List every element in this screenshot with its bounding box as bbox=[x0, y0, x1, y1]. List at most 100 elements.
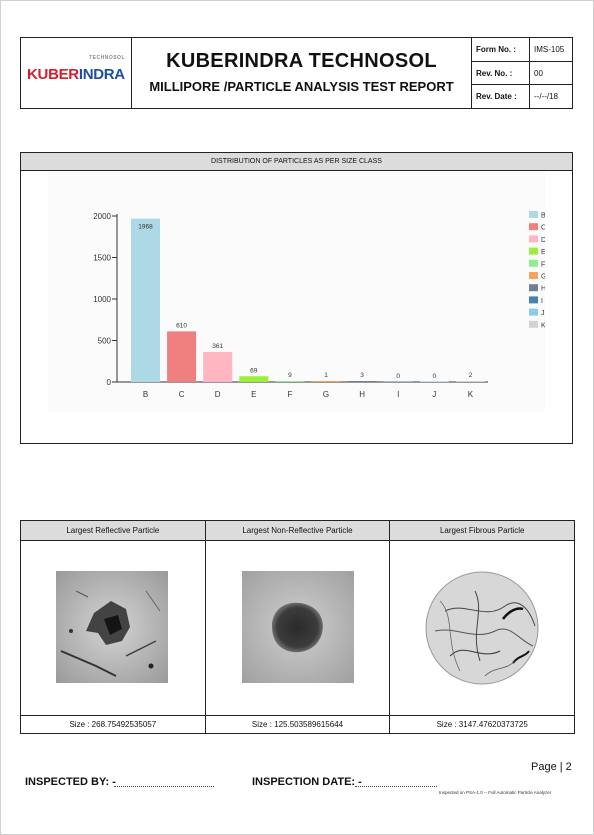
nonreflective-particle-cell bbox=[205, 541, 390, 716]
bar-G bbox=[311, 381, 341, 382]
distribution-panel: DISTRIBUTION OF PARTICLES AS PER SIZE CL… bbox=[20, 152, 573, 444]
data-label-D: 361 bbox=[212, 343, 223, 350]
bar-H bbox=[347, 381, 377, 382]
distribution-panel-title: DISTRIBUTION OF PARTICLES AS PER SIZE CL… bbox=[21, 153, 572, 171]
form-no-row: Form No. : IMS-105 bbox=[472, 38, 572, 62]
company-logo: TECHNOSOL KUBERINDRA bbox=[21, 38, 132, 108]
page-number: Page | 2 bbox=[531, 761, 572, 773]
data-label-I: 0 bbox=[396, 373, 400, 380]
logo-subtitle: TECHNOSOL bbox=[89, 55, 125, 61]
reflective-particle-column: Largest Reflective Particle bbox=[21, 521, 206, 733]
data-label-F: 9 bbox=[288, 372, 292, 379]
reflective-particle-image bbox=[56, 571, 168, 683]
category-label-B: B bbox=[143, 390, 148, 399]
category-label-D: D bbox=[215, 390, 221, 399]
fibrous-particle-column: Largest Fibrous Particle Size : 3147.476… bbox=[390, 521, 575, 733]
legend-label-I: I bbox=[541, 298, 543, 305]
reflective-particle-cell bbox=[21, 541, 205, 716]
data-label-H: 3 bbox=[360, 372, 364, 379]
fibrous-particle-cell bbox=[390, 541, 575, 716]
data-label-C: 610 bbox=[176, 322, 187, 329]
bar-chart: 2000 1500 1000 500 0 1968 B 610 C 361 D 69 E 9 F 1 G 3 H 0 I… bbox=[93, 211, 545, 399]
bar-K bbox=[455, 381, 485, 382]
form-no-value: IMS-105 bbox=[534, 44, 565, 54]
legend-label-J: J bbox=[541, 310, 545, 317]
legend-swatch-E bbox=[529, 247, 538, 255]
y-tick-label: 1000 bbox=[93, 295, 111, 304]
legend-swatch-G bbox=[529, 272, 538, 279]
rev-no-label: Rev. No. : bbox=[472, 61, 530, 85]
legend-label-C: C bbox=[541, 225, 545, 232]
legend-swatch-H bbox=[529, 284, 538, 292]
y-tick-label: 500 bbox=[98, 337, 112, 346]
bar-I bbox=[383, 381, 413, 382]
rev-date-label: Rev. Date : bbox=[472, 85, 530, 109]
legend-label-D: D bbox=[541, 237, 545, 244]
y-tick-label: 1500 bbox=[93, 254, 111, 263]
analyzer-note: Inspected on PSA-1.0 -- Full Automatic P… bbox=[439, 790, 552, 795]
legend-label-B: B bbox=[541, 213, 545, 220]
legend-swatch-B bbox=[529, 211, 538, 218]
company-name: KUBERINDRA TECHNOSOL bbox=[166, 50, 437, 72]
document-meta: Form No. : IMS-105 Rev. No. : 00 Rev. Da… bbox=[472, 38, 572, 109]
form-no-label: Form No. : bbox=[472, 38, 530, 61]
bar-C bbox=[167, 331, 197, 382]
inspected-by-label: INSPECTED BY: - bbox=[25, 776, 116, 788]
legend-swatch-F bbox=[529, 259, 538, 267]
data-label-K: 2 bbox=[469, 372, 473, 379]
bar-J bbox=[419, 381, 449, 382]
data-label-G: 1 bbox=[324, 372, 328, 379]
data-label-J: 0 bbox=[432, 373, 436, 380]
chart-area: 2000 1500 1000 500 0 1968 B 610 C 361 D 69 E 9 F 1 G 3 H 0 I… bbox=[48, 171, 545, 412]
title-cell: KUBERINDRA TECHNOSOL MILLIPORE /PARTICLE… bbox=[132, 38, 472, 108]
rev-no-row: Rev. No. : 00 bbox=[472, 61, 572, 86]
category-label-J: J bbox=[432, 390, 436, 399]
legend-label-E: E bbox=[541, 249, 545, 256]
category-label-G: G bbox=[323, 390, 329, 399]
category-label-I: I bbox=[397, 390, 399, 399]
fibrous-particle-header: Largest Fibrous Particle bbox=[390, 521, 575, 541]
rev-date-row: Rev. Date : --/--/18 bbox=[472, 85, 572, 109]
legend-swatch-I bbox=[529, 296, 538, 304]
fibrous-particle-image bbox=[425, 571, 539, 685]
logo-part-indra: INDRA bbox=[78, 66, 125, 83]
legend-label-F: F bbox=[541, 261, 545, 268]
y-tick-label: 0 bbox=[107, 378, 112, 387]
report-header: TECHNOSOL KUBERINDRA KUBERINDRA TECHNOSO… bbox=[20, 37, 573, 109]
nonreflective-particle-image bbox=[241, 571, 354, 683]
legend-swatch-D bbox=[529, 235, 538, 243]
rev-no-value: 00 bbox=[534, 68, 543, 78]
data-label-E: 69 bbox=[250, 367, 258, 374]
legend-label-K: K bbox=[541, 322, 545, 329]
legend-swatch-C bbox=[529, 223, 538, 231]
logo-part-kuber: KUBER bbox=[27, 66, 79, 83]
rev-date-value: --/--/18 bbox=[534, 92, 558, 102]
data-label-B: 1968 bbox=[138, 224, 153, 231]
category-label-K: K bbox=[468, 390, 474, 399]
logo-wordmark: KUBERINDRA bbox=[27, 66, 125, 83]
category-label-H: H bbox=[359, 390, 365, 399]
fibrous-particle-size: Size : 3147.47620373725 bbox=[436, 720, 528, 729]
bar-F bbox=[275, 381, 305, 382]
category-label-F: F bbox=[287, 390, 292, 399]
bar-B bbox=[131, 218, 160, 382]
inspection-date-line bbox=[355, 786, 437, 787]
legend-label-H: H bbox=[541, 286, 545, 293]
nonreflective-particle-column: Largest Non-Reflective Particle bbox=[205, 521, 391, 733]
reflective-particle-header: Largest Reflective Particle bbox=[21, 521, 205, 541]
legend-swatch-J bbox=[529, 308, 538, 316]
category-label-C: C bbox=[179, 390, 185, 399]
nonreflective-particle-size: Size : 125.503589615644 bbox=[251, 720, 344, 729]
inspection-date-label: INSPECTION DATE: - bbox=[252, 776, 362, 788]
legend-swatch-K bbox=[529, 320, 538, 328]
bar-D bbox=[203, 352, 233, 382]
reflective-particle-size: Size : 268.75492535057 bbox=[69, 720, 157, 729]
nonreflective-particle-header: Largest Non-Reflective Particle bbox=[205, 521, 390, 541]
bar-E bbox=[239, 376, 269, 382]
legend-label-G: G bbox=[541, 274, 545, 281]
inspected-by-line bbox=[114, 786, 214, 787]
particle-images-table: Largest Reflective Particle bbox=[20, 520, 575, 734]
y-tick-label: 2000 bbox=[93, 212, 111, 221]
category-label-E: E bbox=[251, 390, 256, 399]
report-title: MILLIPORE /PARTICLE ANALYSIS TEST REPORT bbox=[149, 79, 454, 94]
